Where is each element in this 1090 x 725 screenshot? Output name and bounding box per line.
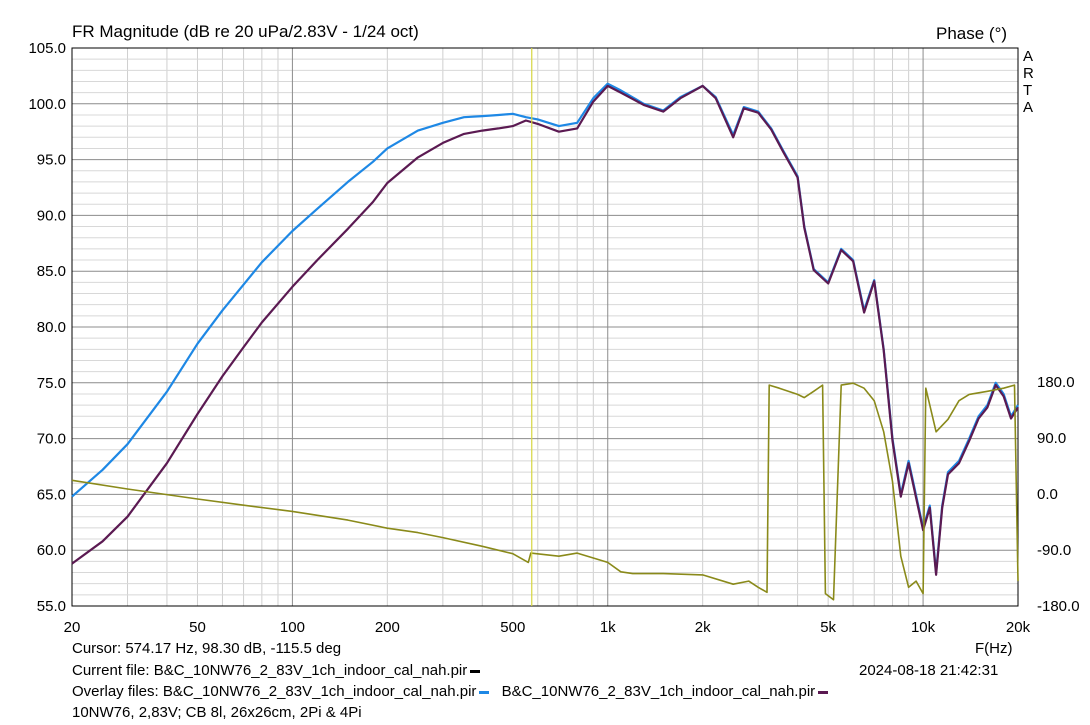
y2-tick-label: 180.0 <box>1037 374 1075 391</box>
brand-letter-4: A <box>1023 99 1034 116</box>
chart-title: FR Magnitude (dB re 20 uPa/2.83V - 1/24 … <box>72 22 419 41</box>
x-tick-label: 100 <box>280 619 305 636</box>
y-tick-labels: 55.0 60.0 65.0 70.0 75.0 80.0 85.0 90.0 95.0 100.… <box>28 40 66 615</box>
y-tick-label: 105.0 <box>28 40 66 57</box>
x-tick-label: 20k <box>1006 619 1031 636</box>
magnitude-series-2 <box>71 84 1019 576</box>
y2-tick-labels: 180.0 90.0 0.0 -90.0 -180.0 <box>1037 374 1080 615</box>
cursor-readout: Cursor: 574.17 Hz, 98.30 dB, -115.5 deg <box>72 640 342 657</box>
y-tick-label: 100.0 <box>28 96 66 113</box>
overlay-file-1: B&C_10NW76_2_83V_1ch_indoor_cal_nah.pir <box>162 683 477 700</box>
current-file-label: Current file: B&C_10NW76_2_83V_1ch_indoo… <box>72 662 468 679</box>
y-tick-label: 60.0 <box>37 542 66 559</box>
overlay-files-line: Overlay files: B&C_10NW76_2_83V_1ch_indo… <box>72 683 829 700</box>
x-tick-label: 5k <box>820 619 836 636</box>
y-tick-label: 55.0 <box>37 598 66 615</box>
y-tick-label: 80.0 <box>37 319 66 336</box>
y2-tick-label: 0.0 <box>1037 486 1058 503</box>
y-tick-label: 65.0 <box>37 486 66 503</box>
datetime: 2024-08-18 21:42:31 <box>859 662 999 679</box>
x-tick-label: 1k <box>600 619 616 636</box>
current-file-swatch <box>470 669 481 673</box>
y2-tick-label: 90.0 <box>1037 430 1066 447</box>
measurement-note: 10NW76, 2,83V; CB 8l, 26x26cm, 2Pi & 4Pi <box>72 704 362 721</box>
overlay-swatch-purple <box>818 690 829 694</box>
y2-tick-label: -180.0 <box>1037 598 1080 615</box>
overlay-file-2: B&C_10NW76_2_83V_1ch_indoor_cal_nah.pir <box>501 683 816 700</box>
y-tick-label: 85.0 <box>37 263 66 280</box>
x-tick-label: 200 <box>375 619 400 636</box>
series-layer <box>71 82 1019 601</box>
overlay-swatch-blue <box>479 690 490 694</box>
overlay-files-label: Overlay files: <box>72 683 163 700</box>
y-tick-label: 95.0 <box>37 152 66 169</box>
magnitude-series-1 <box>71 82 1019 574</box>
phase-series <box>71 382 1019 601</box>
y-tick-label: 75.0 <box>37 375 66 392</box>
brand-letter-3: T <box>1023 82 1033 99</box>
x-axis-label: F(Hz) <box>975 640 1013 657</box>
current-file-line: Current file: B&C_10NW76_2_83V_1ch_indoo… <box>72 662 481 679</box>
brand-letter-2: R <box>1023 65 1034 82</box>
x-tick-label: 50 <box>189 619 206 636</box>
brand-letter-1: A <box>1023 48 1034 65</box>
x-tick-label: 10k <box>911 619 936 636</box>
x-tick-label: 20 <box>64 619 81 636</box>
y2-tick-label: -90.0 <box>1037 542 1071 559</box>
phase-axis-title: Phase (°) <box>936 24 1008 43</box>
y-tick-label: 90.0 <box>37 207 66 224</box>
x-tick-label: 2k <box>695 619 711 636</box>
y-tick-label: 70.0 <box>37 431 66 448</box>
grid-major <box>72 47 1018 607</box>
x-tick-label: 500 <box>500 619 525 636</box>
x-tick-labels: 20 50 100 200 500 1k 2k 5k 10k 20k <box>64 619 1031 636</box>
plot-frame <box>71 47 1019 607</box>
